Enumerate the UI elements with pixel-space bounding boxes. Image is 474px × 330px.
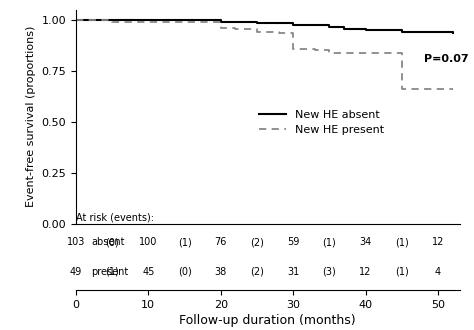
Text: 4: 4	[435, 267, 441, 277]
Text: (1): (1)	[105, 267, 119, 277]
Text: (1): (1)	[178, 237, 191, 247]
Text: 103: 103	[67, 237, 85, 247]
Text: At risk (events):: At risk (events):	[76, 212, 154, 222]
Text: 31: 31	[287, 267, 299, 277]
Text: 76: 76	[215, 237, 227, 247]
Text: (3): (3)	[322, 267, 336, 277]
Text: 45: 45	[142, 267, 155, 277]
Text: P=0.07: P=0.07	[424, 54, 468, 64]
Text: absent: absent	[91, 237, 125, 247]
Text: 49: 49	[70, 267, 82, 277]
Text: 34: 34	[359, 237, 372, 247]
Text: 100: 100	[139, 237, 157, 247]
Text: (0): (0)	[105, 237, 119, 247]
Text: 12: 12	[359, 267, 372, 277]
Text: 38: 38	[215, 267, 227, 277]
Text: 59: 59	[287, 237, 300, 247]
Text: (1): (1)	[395, 267, 409, 277]
Text: present: present	[91, 267, 128, 277]
Text: (1): (1)	[395, 237, 409, 247]
Text: (2): (2)	[250, 237, 264, 247]
Text: (2): (2)	[250, 267, 264, 277]
Text: Follow-up duration (months): Follow-up duration (months)	[180, 314, 356, 327]
Y-axis label: Event-free survival (proportions): Event-free survival (proportions)	[26, 26, 36, 208]
Text: 12: 12	[432, 237, 444, 247]
Legend: New HE absent, New HE present: New HE absent, New HE present	[254, 105, 389, 140]
Text: (0): (0)	[178, 267, 191, 277]
Text: (1): (1)	[322, 237, 336, 247]
